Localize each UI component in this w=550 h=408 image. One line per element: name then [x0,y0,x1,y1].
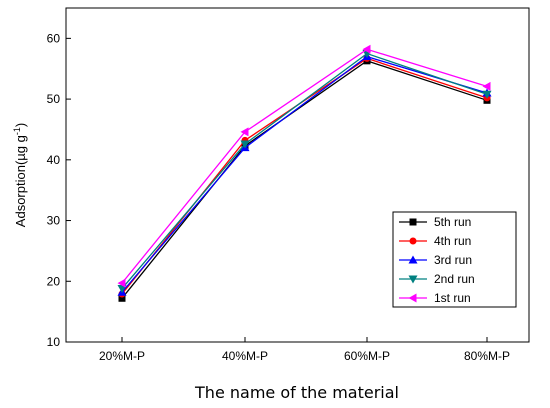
legend-item: 3rd run [399,253,472,267]
y-axis-label-superscript: -1 [12,127,22,135]
legend-label: 1st run [434,291,471,305]
y-axis-label: Adsorption(µg g-1) [12,123,28,227]
y-axis-label-main: Adsorption(µg g [13,135,28,227]
x-axis: 20%M-P 40%M-P 60%M-P 80%M-P [99,337,510,363]
plot-frame [65,7,530,343]
x-axis-label: The name of the material [194,383,399,402]
data-point [482,81,491,91]
legend-label: 2nd run [434,272,475,286]
y-axis: 10 20 30 40 50 60 [47,31,71,349]
y-tick-label: 10 [47,335,61,349]
data-point [118,294,126,302]
series-line [121,55,488,293]
legend-marker [409,237,417,245]
y-tick-label: 60 [47,31,61,45]
x-tick-label: 80%M-P [464,349,510,363]
series-line [121,48,488,284]
data-point [362,44,371,54]
legend-marker [408,275,418,284]
x-tick-label: 20%M-P [99,349,145,363]
y-axis-label-tail: ) [13,123,28,127]
y-tick-label: 40 [47,153,61,167]
legend-item: 1st run [399,291,471,305]
data-point [240,127,249,137]
legend-item: 2nd run [399,272,475,286]
legend-item: 5th run [399,215,471,229]
legend-label: 4th run [434,234,471,248]
y-tick-label: 50 [47,92,61,106]
series-5 [117,44,491,288]
y-tick-label: 20 [47,274,61,288]
legend-marker [408,293,417,303]
legend-label: 3rd run [434,253,472,267]
data-point [117,285,127,294]
y-tick-label: 30 [47,214,61,228]
legend-marker [408,255,418,264]
x-tick-label: 60%M-P [344,349,390,363]
series-layer [117,44,492,302]
legend: 5th run 4th run 3rd run 2nd run 1st run [392,211,517,308]
data-point [117,278,126,288]
legend-marker [409,218,417,226]
x-tick-label: 40%M-P [222,349,268,363]
data-point [482,90,492,99]
series-line [121,52,488,289]
legend-label: 5th run [434,215,471,229]
legend-item: 4th run [399,234,471,248]
data-point [240,140,250,149]
series-line [121,60,488,299]
